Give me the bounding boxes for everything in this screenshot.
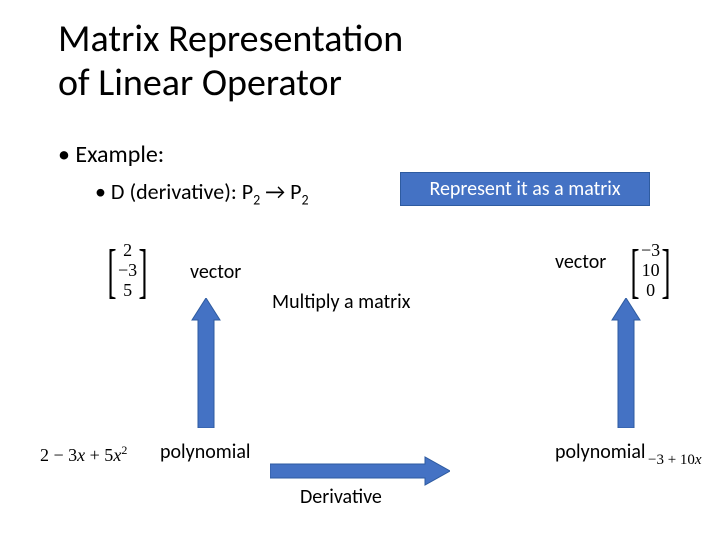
ml-r3: 5 <box>123 281 132 301</box>
slide-title: Matrix Representation of Linear Operator <box>58 18 403 105</box>
label-vector-right: vector <box>555 250 606 274</box>
ml-r1: 2 <box>123 241 132 261</box>
matrix-right: [ −3 10 0 ] <box>625 241 676 301</box>
bullet-example: • Example: <box>58 140 164 169</box>
title-line2: of Linear Operator <box>58 60 342 106</box>
arrow-up-left-icon <box>190 298 222 428</box>
mr-r2: 10 <box>642 261 660 281</box>
fr-t1: −3 + 10 <box>648 452 695 468</box>
label-vector-left: vector <box>190 260 241 284</box>
bullet-derivative: • D (derivative): P2 → P2 <box>95 178 309 208</box>
matrix-right-col: −3 10 0 <box>641 241 660 300</box>
bullet2-prefix: • D (derivative): P <box>95 178 253 205</box>
formula-right: −3 + 10x <box>648 452 702 469</box>
mr-r1: −3 <box>641 241 660 261</box>
sub2: 2 <box>301 191 308 208</box>
fl-t1: 2 − 3 <box>40 445 77 465</box>
label-polynomial-right: polynomial <box>555 440 646 464</box>
label-derivative: Derivative <box>300 485 382 509</box>
fl-sup: 2 <box>121 443 127 457</box>
arrow-right-icon <box>270 455 450 487</box>
ml-r2: −3 <box>118 261 137 281</box>
fl-t2: + 5 <box>85 445 113 465</box>
represent-box: Represent it as a matrix <box>400 172 650 206</box>
mr-r3: 0 <box>646 281 655 301</box>
bracket-right-close: ] <box>662 241 671 301</box>
label-polynomial-left: polynomial <box>160 440 251 464</box>
arrow-up-right-icon <box>610 298 642 428</box>
bracket-right-open: [ <box>630 241 639 301</box>
bracket-left-close: ] <box>139 241 148 301</box>
fl-x1: x <box>77 445 85 465</box>
matrix-left: [ 2 −3 5 ] <box>102 241 153 301</box>
bracket-left-open: [ <box>107 241 116 301</box>
title-line1: Matrix Representation <box>58 16 403 62</box>
matrix-left-col: 2 −3 5 <box>118 241 137 300</box>
formula-left: 2 − 3x + 5x2 <box>40 443 127 466</box>
fr-x1: x <box>695 452 702 468</box>
represent-label: Represent it as a matrix <box>429 177 620 201</box>
bullet2-arrow: → P <box>260 178 301 205</box>
label-multiply-matrix: Multiply a matrix <box>272 290 410 314</box>
